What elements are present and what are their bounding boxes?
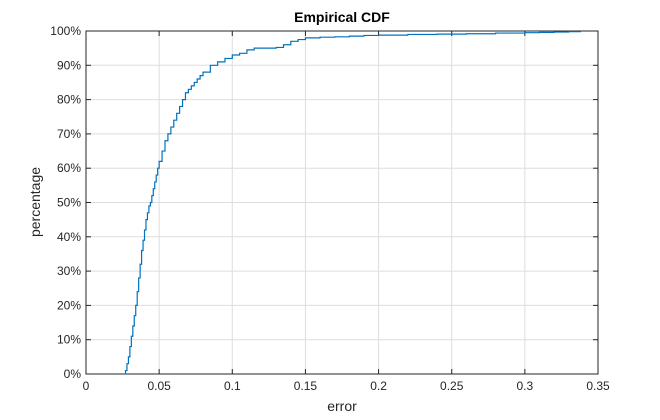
y-tick-label: 90%: [57, 58, 81, 72]
tick-marks: [85, 30, 599, 375]
x-axis-label: error: [327, 398, 357, 414]
x-tick-label: 0.35: [586, 379, 610, 393]
x-tick-label: 0.15: [294, 379, 318, 393]
y-tick-label: 40%: [57, 230, 81, 244]
x-tick-label: 0.3: [517, 379, 534, 393]
y-tick-label: 80%: [57, 93, 81, 107]
y-tick-label: 30%: [57, 264, 81, 278]
x-tick-label: 0.1: [224, 379, 241, 393]
chart-title: Empirical CDF: [294, 9, 390, 25]
x-tick-labels: 0 0.05 0.1 0.15 0.2 0.25 0.3 0.35: [83, 379, 610, 393]
x-tick-label: 0.05: [147, 379, 171, 393]
ecdf-series-line: [124, 31, 582, 375]
y-tick-label: 70%: [57, 127, 81, 141]
data-layer: [124, 31, 582, 375]
y-tick-label: 20%: [57, 298, 81, 312]
x-tick-label: 0: [83, 379, 90, 393]
x-tick-label: 0.2: [370, 379, 387, 393]
y-tick-labels: 0% 10% 20% 30% 40% 50% 60% 70% 80% 90% 100%: [50, 24, 81, 381]
y-axis-label: percentage: [27, 167, 43, 237]
x-tick-label: 0.25: [440, 379, 464, 393]
y-tick-label: 50%: [57, 196, 81, 210]
y-tick-label: 100%: [50, 24, 81, 38]
y-tick-label: 60%: [57, 161, 81, 175]
plot-frame: [85, 30, 599, 375]
y-tick-label: 10%: [57, 333, 81, 347]
y-tick-label: 0%: [64, 367, 82, 381]
